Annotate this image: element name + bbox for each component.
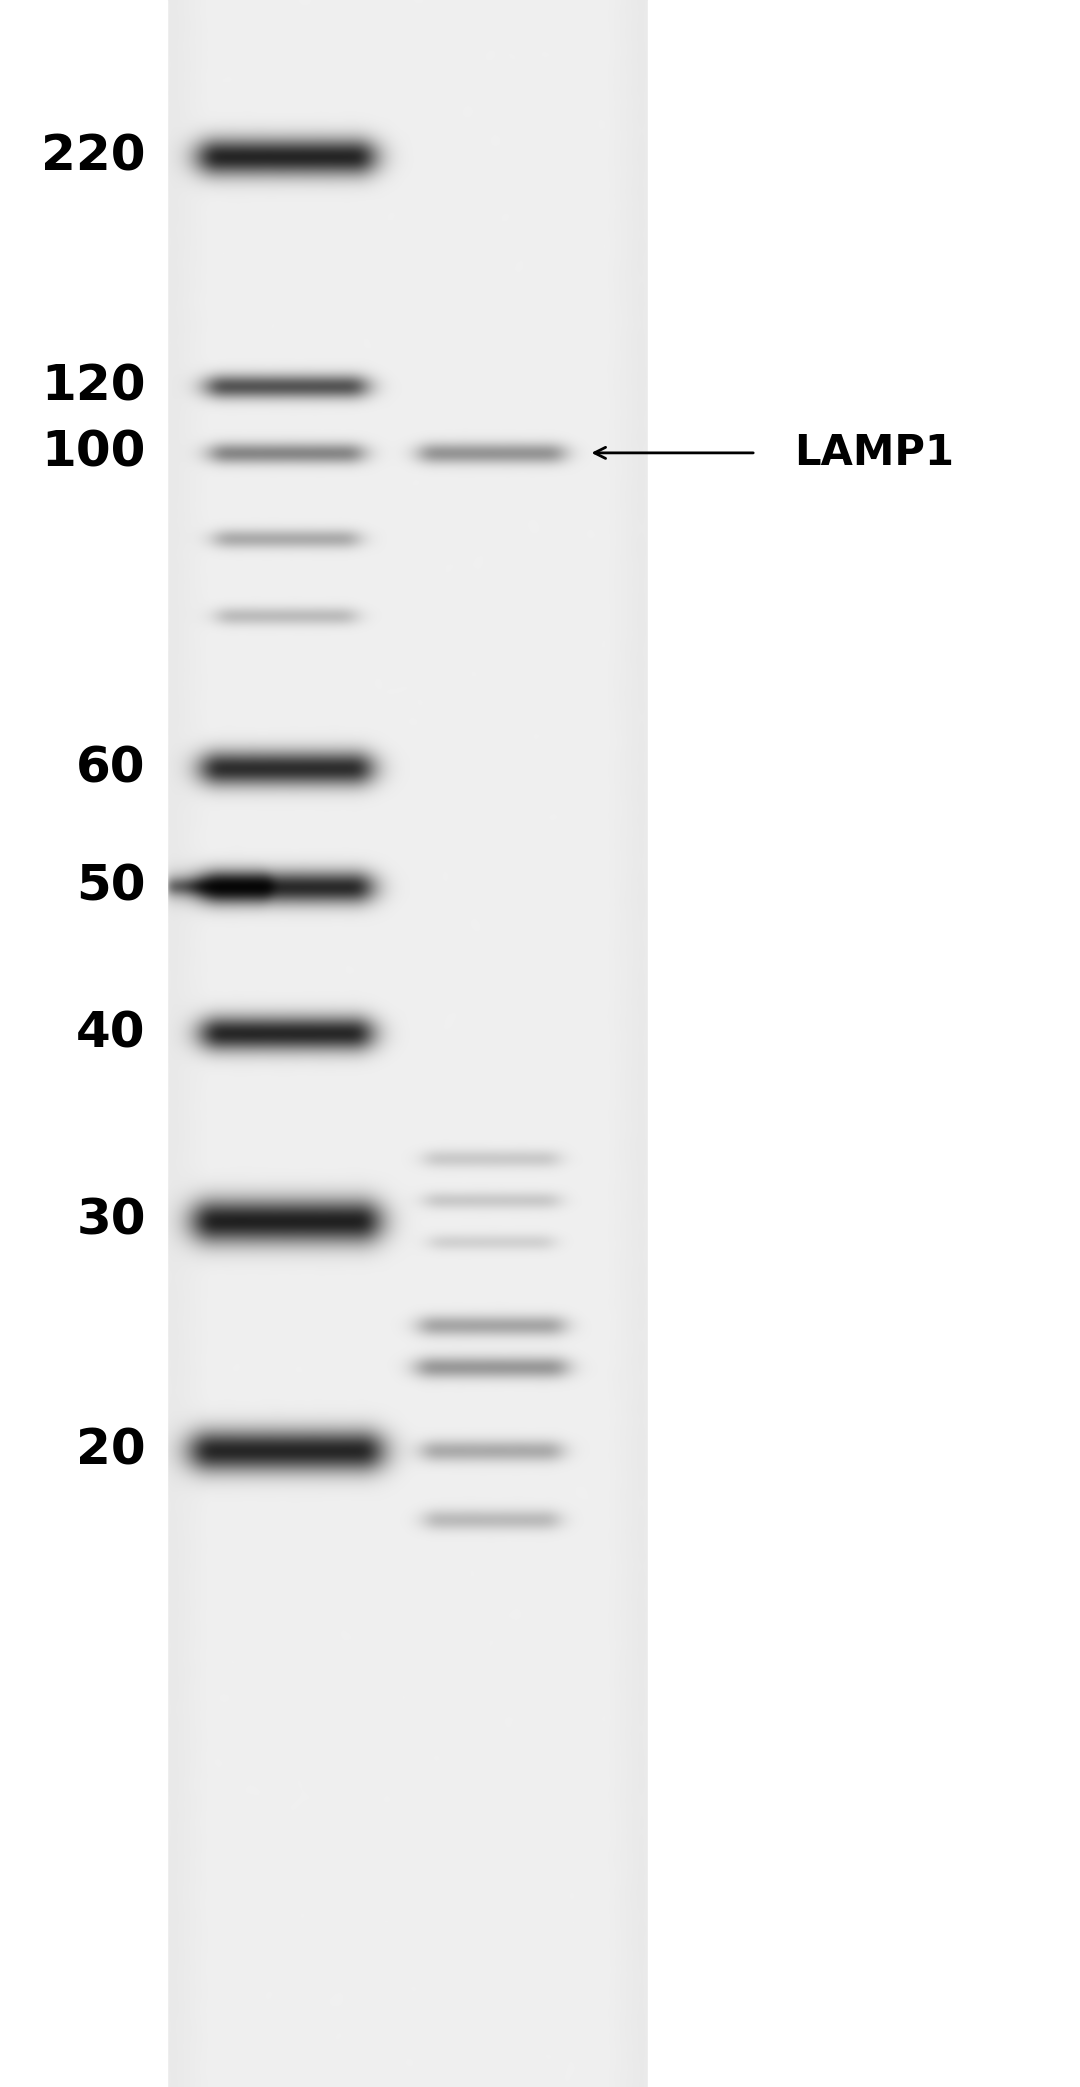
Text: 100: 100 — [41, 430, 146, 476]
Text: 30: 30 — [77, 1198, 146, 1244]
Text: 60: 60 — [77, 745, 146, 791]
Text: 40: 40 — [77, 1010, 146, 1056]
Text: 50: 50 — [77, 864, 146, 910]
Text: 120: 120 — [41, 363, 146, 409]
Text: 20: 20 — [77, 1428, 146, 1473]
Text: LAMP1: LAMP1 — [794, 432, 954, 474]
Bar — [0, 0, 167, 2087]
Text: 220: 220 — [41, 134, 146, 179]
